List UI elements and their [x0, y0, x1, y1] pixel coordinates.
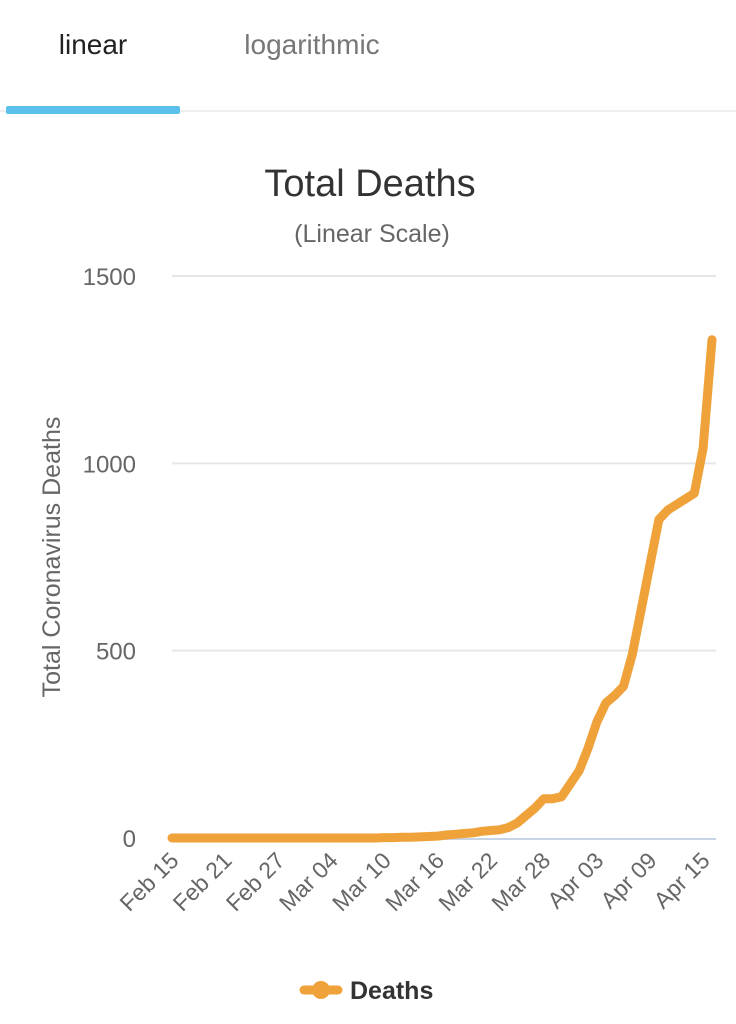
grid-lines	[172, 275, 716, 652]
x-tick-label: Mar 10	[327, 847, 396, 916]
chart-subtitle: (Linear Scale)	[294, 220, 450, 248]
tab-logarithmic[interactable]: logarithmic	[244, 29, 380, 60]
y-axis-label: Total Coronavirus Deaths	[38, 417, 66, 698]
scale-tabs: linear logarithmic	[0, 0, 736, 112]
series-deaths	[167, 335, 717, 843]
tab-linear[interactable]: linear	[58, 29, 128, 60]
y-tick-label: 1000	[83, 451, 136, 478]
x-tick-label: Feb 21	[168, 847, 237, 916]
x-tick-label: Mar 22	[433, 847, 502, 916]
y-tick-labels: 0 500 1000 1500	[83, 264, 136, 853]
x-tick-label: Feb 27	[221, 847, 290, 916]
y-tick-label: 0	[123, 826, 136, 853]
y-tick-label: 1500	[83, 264, 136, 291]
chart-title: Total Deaths	[264, 163, 475, 205]
x-tick-label: Apr 09	[595, 847, 661, 913]
x-tick-label: Mar 28	[486, 847, 555, 916]
x-tick-label: Mar 16	[380, 847, 449, 916]
deaths-line-chart: Total Deaths (Linear Scale) Total Corona…	[38, 163, 717, 1005]
legend[interactable]: Deaths	[299, 977, 433, 1005]
active-tab-indicator	[6, 106, 180, 114]
x-tick-label: Mar 04	[274, 847, 343, 916]
x-tick-label: Apr 15	[648, 847, 714, 913]
x-tick-label: Apr 03	[542, 847, 608, 913]
x-tick-label: Feb 15	[115, 847, 184, 916]
series-line-deaths	[167, 335, 717, 843]
y-tick-label: 500	[96, 639, 136, 666]
legend-label-deaths: Deaths	[350, 977, 433, 1005]
legend-swatch-marker	[312, 981, 330, 999]
